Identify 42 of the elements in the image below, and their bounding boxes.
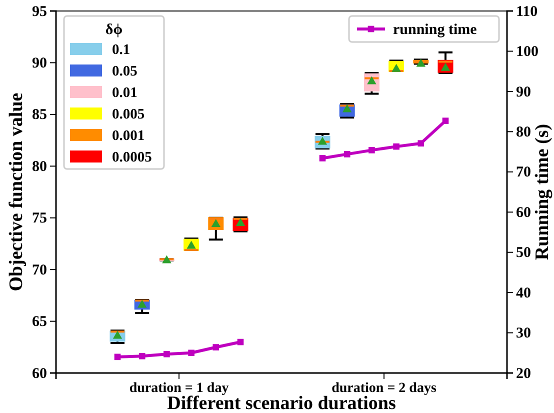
y-tick-label: 85 bbox=[32, 107, 47, 124]
legend-title: δϕ bbox=[105, 22, 123, 38]
y2-tick-label: 20 bbox=[516, 366, 531, 382]
y2-tick-label: 90 bbox=[516, 84, 531, 100]
legend-label: running time bbox=[393, 22, 478, 38]
x-tick-label: duration = 2 days bbox=[332, 380, 437, 396]
legend-label: 0.0005 bbox=[112, 150, 152, 166]
point bbox=[114, 354, 121, 360]
point bbox=[138, 352, 146, 360]
point bbox=[344, 151, 350, 158]
y2-tick-label: 70 bbox=[516, 164, 531, 181]
point bbox=[212, 344, 220, 350]
point bbox=[418, 140, 424, 146]
point bbox=[368, 147, 375, 154]
y2-tick-label: 60 bbox=[516, 204, 531, 221]
legend-label: 0.05 bbox=[112, 64, 138, 80]
y-tick-label: 95 bbox=[32, 4, 47, 20]
y-tick-label: 70 bbox=[32, 262, 47, 278]
point bbox=[319, 155, 326, 162]
point bbox=[188, 350, 194, 356]
y2-tick-label: 50 bbox=[516, 245, 531, 262]
y2-tick-label: 80 bbox=[516, 124, 531, 140]
y-tick-label: 80 bbox=[32, 158, 47, 175]
y2-tick-label: 40 bbox=[516, 285, 531, 302]
legend-label: 0.01 bbox=[112, 85, 138, 101]
point bbox=[393, 143, 400, 150]
y-tick-label: 90 bbox=[32, 56, 47, 72]
y-axis-title: Objective function value bbox=[6, 92, 27, 292]
y2-tick-label: 100 bbox=[516, 44, 538, 60]
point bbox=[164, 350, 170, 358]
legend-label: 0.1 bbox=[112, 42, 130, 58]
x-tick-label: duration = 1 day bbox=[129, 380, 229, 396]
point bbox=[237, 338, 244, 346]
legend-label: 0.001 bbox=[112, 128, 145, 144]
y-tick-label: 75 bbox=[32, 210, 47, 227]
y2-tick-label: 110 bbox=[516, 4, 538, 20]
y-tick-label: 65 bbox=[32, 314, 47, 330]
point bbox=[442, 118, 449, 124]
y2-axis-title: Running time (s) bbox=[532, 124, 553, 260]
y-tick-label: 60 bbox=[32, 366, 47, 382]
legend-label: 0.005 bbox=[112, 106, 145, 122]
y2-tick-label: 30 bbox=[516, 326, 531, 342]
